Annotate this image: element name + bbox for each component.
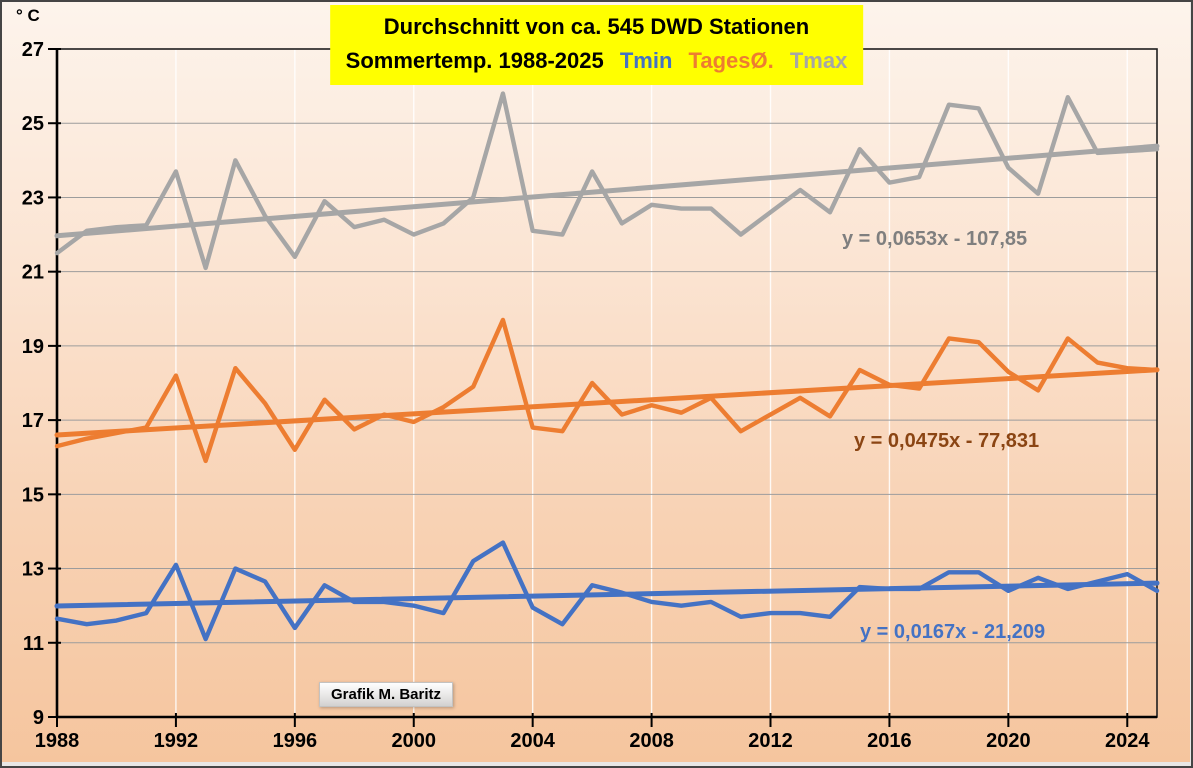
legend-label-tmax: Tmax [789,48,848,73]
y-tick-label: 13 [22,559,44,581]
y-tick-label: 11 [23,633,44,655]
y-tick-label: 25 [22,113,44,135]
plot-border [56,48,1158,718]
series-line-tmin [54,540,1160,642]
x-tick-label: 1988 [35,730,80,752]
credit-badge: Grafik M. Baritz [319,682,454,707]
trend-equation-tagesavg: y = 0,0475x - 77,831 [854,430,1040,452]
x-tick-label: 2020 [986,730,1031,752]
legend-label-tmin: Tmin [619,48,673,73]
y-tick-label: 27 [22,39,44,61]
x-tick-label: 2004 [510,730,555,752]
x-tick-label: 2012 [748,730,793,752]
y-axis-unit-label: ° C [16,6,40,25]
x-tick-label: 2000 [392,730,437,752]
chart-title-line2-prefix: Sommertemp. 1988-2025 [345,48,604,73]
y-tick-label: 9 [33,707,44,729]
x-tick-label: 1996 [273,730,318,752]
trendline-tmax [54,143,1160,239]
trendline-tmin [54,580,1160,609]
series-line-tmax [54,91,1160,271]
x-tick-label: 2024 [1105,730,1150,752]
legend-label-tagesavg: TagesØ. [688,48,774,73]
y-tick-label: 21 [22,262,44,284]
chart-title-line2: Sommertemp. 1988-2025 Tmin TagesØ. Tmax [346,44,848,78]
chart-title-line1: Durchschnitt von ca. 545 DWD Stationen [383,14,810,39]
trendline-tages [54,367,1160,438]
x-tick-label: 2008 [629,730,674,752]
y-tick-label: 17 [22,410,44,432]
trend-equation-tmax: y = 0,0653x - 107,85 [842,228,1028,250]
trend-equation-tmin: y = 0,0167x - 21,209 [860,621,1046,643]
series-line-tages [54,317,1160,464]
x-tick-label: 2016 [867,730,912,752]
x-tick-label: 1992 [154,730,199,752]
y-tick-label: 15 [22,484,44,506]
y-tick-label: 19 [22,336,44,358]
chart-title: Durchschnitt von ca. 545 DWD Stationen S… [329,5,864,85]
y-tick-label: 23 [22,187,44,209]
